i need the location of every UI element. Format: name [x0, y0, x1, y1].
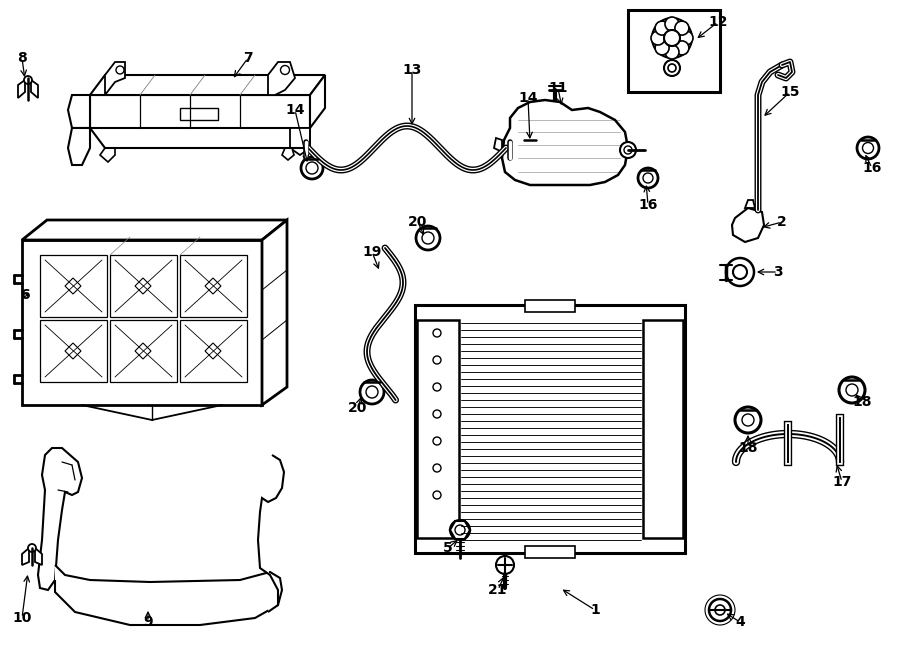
Polygon shape	[68, 95, 90, 128]
Circle shape	[416, 226, 440, 250]
Circle shape	[709, 599, 731, 621]
Circle shape	[433, 383, 441, 391]
Bar	[415, 305, 685, 553]
Bar	[417, 320, 459, 538]
Polygon shape	[22, 548, 29, 565]
Circle shape	[839, 377, 865, 403]
Circle shape	[652, 18, 692, 58]
Text: 1: 1	[590, 603, 600, 617]
Circle shape	[116, 66, 124, 74]
Bar	[525, 546, 575, 558]
Text: 13: 13	[402, 63, 422, 77]
Polygon shape	[290, 128, 310, 155]
Text: 20: 20	[409, 215, 428, 229]
Circle shape	[28, 544, 36, 552]
Text: 7: 7	[243, 51, 253, 65]
Polygon shape	[35, 548, 42, 565]
Circle shape	[433, 329, 441, 337]
Text: 14: 14	[285, 103, 305, 117]
Text: 2: 2	[777, 215, 787, 229]
Polygon shape	[282, 148, 294, 160]
Text: 4: 4	[735, 615, 745, 629]
Bar	[40, 320, 107, 382]
Text: 18: 18	[738, 441, 758, 455]
Polygon shape	[68, 128, 90, 165]
Circle shape	[668, 64, 676, 72]
Bar	[180, 320, 247, 382]
Text: 5: 5	[443, 541, 453, 555]
Text: 20: 20	[348, 401, 368, 415]
Polygon shape	[90, 95, 310, 128]
Circle shape	[655, 41, 669, 55]
Circle shape	[675, 21, 688, 35]
Polygon shape	[258, 455, 284, 612]
Circle shape	[620, 142, 636, 158]
Bar	[643, 320, 683, 538]
Bar	[110, 255, 177, 317]
Text: 6: 6	[20, 288, 30, 302]
Circle shape	[433, 491, 441, 499]
Text: 17: 17	[832, 475, 851, 489]
Polygon shape	[105, 62, 125, 95]
Circle shape	[433, 464, 441, 472]
Bar	[628, 10, 720, 92]
Bar	[180, 108, 218, 120]
Bar	[180, 255, 247, 317]
Polygon shape	[310, 75, 325, 128]
Circle shape	[675, 41, 688, 55]
Bar	[40, 255, 107, 317]
Circle shape	[450, 520, 470, 540]
Circle shape	[664, 60, 680, 76]
Text: 16: 16	[862, 161, 882, 175]
Polygon shape	[502, 100, 628, 185]
Circle shape	[360, 380, 384, 404]
Circle shape	[281, 65, 290, 75]
Text: 3: 3	[773, 265, 783, 279]
Text: 10: 10	[13, 611, 32, 625]
Polygon shape	[38, 448, 82, 590]
Polygon shape	[100, 148, 115, 162]
Circle shape	[715, 605, 725, 615]
Circle shape	[455, 525, 465, 535]
Text: 9: 9	[143, 615, 153, 629]
Circle shape	[735, 407, 761, 433]
Polygon shape	[22, 220, 287, 240]
Text: 16: 16	[638, 198, 658, 212]
Circle shape	[733, 265, 747, 279]
Text: 15: 15	[780, 85, 800, 99]
Text: 11: 11	[548, 81, 568, 95]
Text: 19: 19	[363, 245, 382, 259]
Circle shape	[496, 556, 514, 574]
Text: 12: 12	[708, 15, 728, 29]
Circle shape	[664, 30, 680, 46]
Polygon shape	[31, 80, 38, 98]
Text: 8: 8	[17, 51, 27, 65]
Circle shape	[433, 356, 441, 364]
Circle shape	[651, 31, 665, 45]
Bar	[110, 320, 177, 382]
Polygon shape	[268, 62, 295, 95]
Circle shape	[857, 137, 879, 159]
Polygon shape	[22, 240, 262, 405]
Text: 14: 14	[518, 91, 538, 105]
Text: 21: 21	[488, 583, 508, 597]
Polygon shape	[732, 208, 764, 242]
Circle shape	[726, 258, 754, 286]
Circle shape	[638, 168, 658, 188]
Circle shape	[655, 21, 669, 35]
Polygon shape	[262, 220, 287, 405]
Circle shape	[679, 31, 693, 45]
Polygon shape	[90, 75, 325, 95]
Polygon shape	[55, 565, 282, 625]
Bar	[525, 300, 575, 312]
Circle shape	[665, 45, 679, 59]
Circle shape	[433, 410, 441, 418]
Text: 18: 18	[852, 395, 872, 409]
Polygon shape	[18, 80, 25, 98]
Circle shape	[433, 437, 441, 445]
Circle shape	[24, 76, 32, 84]
Circle shape	[665, 17, 679, 31]
